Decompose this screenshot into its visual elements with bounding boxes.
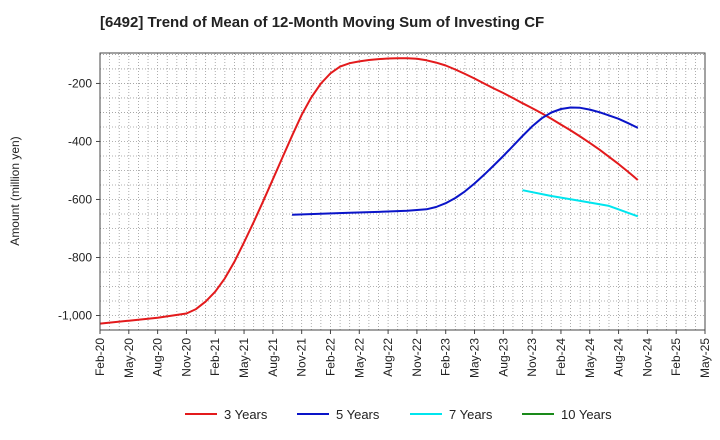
y-tick-label: -1,000 — [58, 308, 92, 322]
legend-label: 5 Years — [336, 407, 380, 422]
x-tick-label: Feb-20 — [93, 338, 107, 376]
x-tick-label: May-25 — [698, 338, 712, 378]
x-tick-label: May-22 — [352, 338, 366, 378]
x-tick-label: Feb-23 — [439, 338, 453, 376]
x-tick-label: May-20 — [122, 338, 136, 378]
x-tick-label: Aug-20 — [151, 338, 165, 377]
series-line-7-years — [522, 189, 639, 218]
x-tick-label: May-21 — [237, 338, 251, 378]
x-tick-label: Aug-22 — [381, 338, 395, 377]
x-tick-label: May-23 — [468, 338, 482, 378]
x-tick-label: Aug-24 — [612, 338, 626, 377]
y-tick-label: -200 — [68, 76, 92, 90]
plot-background — [100, 53, 705, 330]
x-tick-label: Aug-21 — [266, 338, 280, 377]
x-axis-ticks: Feb-20 May-20 Aug-20 Nov-20 Feb-21 May-21 Aug-… — [93, 330, 712, 378]
series-lines — [99, 57, 639, 325]
x-tick-label: Nov-24 — [640, 338, 654, 377]
y-tick-label: -600 — [68, 192, 92, 206]
y-axis-label: Amount (million yen) — [8, 136, 22, 245]
y-tick-label: -400 — [68, 134, 92, 148]
legend-label: 3 Years — [224, 407, 268, 422]
x-tick-label: Aug-23 — [496, 338, 510, 377]
x-tick-label: Nov-22 — [410, 338, 424, 377]
legend: 3 Years 5 Years 7 Years 10 Years — [185, 407, 612, 422]
x-tick-label: Nov-21 — [295, 338, 309, 377]
legend-label: 10 Years — [561, 407, 612, 422]
y-axis-ticks: -200 -400 -600 -800 -1,000 — [58, 76, 100, 322]
x-tick-label: Nov-23 — [525, 338, 539, 377]
series-line-5-years — [292, 106, 639, 216]
x-tick-label: Feb-22 — [323, 338, 337, 376]
plot-frame — [99, 52, 706, 331]
x-tick-label: Feb-25 — [669, 338, 683, 376]
legend-label: 7 Years — [449, 407, 493, 422]
x-tick-label: Feb-21 — [208, 338, 222, 376]
chart-title: [6492] Trend of Mean of 12-Month Moving … — [100, 14, 545, 31]
x-tick-label: Nov-20 — [179, 338, 193, 377]
grid-lines — [100, 53, 705, 330]
x-tick-label: Feb-24 — [554, 338, 568, 376]
x-tick-label: May-24 — [583, 338, 597, 378]
y-tick-label: -800 — [68, 250, 92, 264]
series-line-3-years — [99, 57, 639, 325]
